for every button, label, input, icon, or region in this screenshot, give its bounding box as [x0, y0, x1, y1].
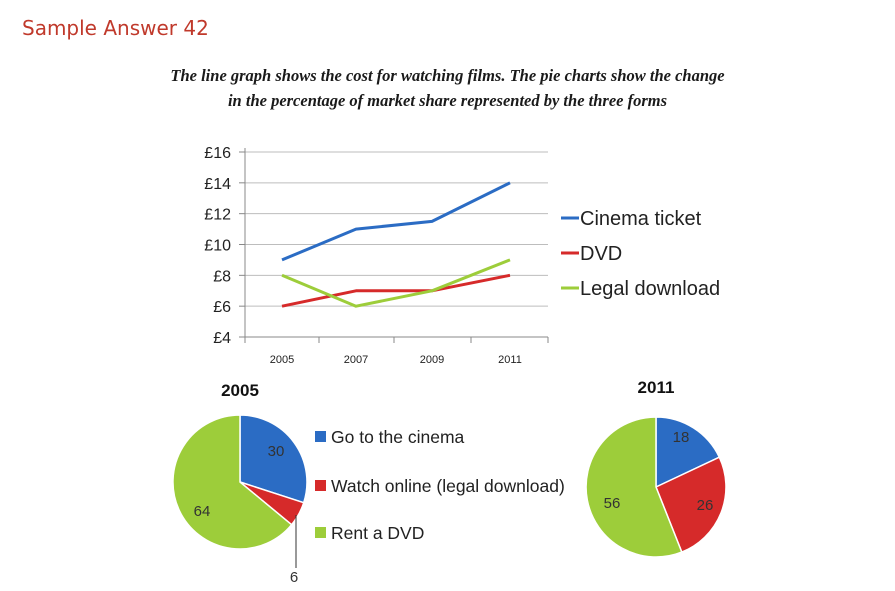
- y-tick-label: £16: [204, 145, 231, 162]
- pie-title: 2011: [638, 378, 675, 397]
- x-tick-label: 2011: [498, 354, 522, 366]
- subtitle-line-1: The line graph shows the cost for watchi…: [170, 66, 725, 85]
- y-tick-label: £12: [204, 207, 231, 224]
- pie-chart-2005: 2005 30 6 64: [172, 381, 308, 586]
- y-tick-label: £14: [204, 176, 231, 193]
- legend-label: Cinema ticket: [580, 208, 702, 230]
- pie-chart-2011: 2011 18 26 56: [585, 378, 727, 558]
- pie-slice-label: 64: [194, 503, 211, 520]
- pie-legend-label: Watch online (legal download): [331, 476, 565, 496]
- pie-title: 2005: [221, 381, 259, 400]
- y-tick-label: £8: [213, 268, 231, 285]
- y-tick-label: £4: [213, 330, 231, 347]
- pie-slice-label: 18: [673, 429, 690, 446]
- pie-legend-label: Go to the cinema: [331, 427, 465, 447]
- subtitle-line-2: in the percentage of market share repres…: [227, 91, 668, 110]
- pie-legend: Go to the cinema Watch online (legal down…: [315, 427, 565, 543]
- pie-slice-watch-online-legal-download: [655, 456, 727, 554]
- pie-legend-swatch: [315, 431, 326, 442]
- series-line-cinema-ticket: [281, 181, 511, 262]
- pie-legend-swatch: [315, 527, 326, 538]
- series-line-dvd: [281, 273, 511, 308]
- pie-slice-rent-a-dvd: [585, 416, 683, 558]
- pie-slice-label: 30: [268, 443, 285, 460]
- pie-slice-label: 26: [697, 497, 714, 514]
- pie-slice-rent-a-dvd: [172, 414, 293, 550]
- x-tick-label: 2005: [270, 354, 294, 366]
- page-heading: Sample Answer 42: [22, 16, 209, 40]
- series-line-legal-download: [281, 258, 511, 308]
- pie-slice-go-to-the-cinema: [655, 416, 721, 489]
- x-tick-label: 2009: [420, 354, 444, 366]
- line-chart: £4 £6 £8 £10 £12 £14 £16 2005 2007 2009 2011 Cine…: [204, 145, 720, 366]
- legend-label: Legal download: [580, 278, 720, 300]
- pie-slice-go-to-the-cinema: [239, 414, 308, 504]
- y-tick-label: £10: [204, 238, 231, 255]
- legend-label: DVD: [580, 243, 622, 265]
- pie-slice-label: 56: [604, 495, 621, 512]
- pie-legend-label: Rent a DVD: [331, 523, 424, 543]
- y-tick-label: £6: [213, 299, 231, 316]
- x-tick-label: 2007: [344, 354, 368, 366]
- pie-legend-swatch: [315, 480, 326, 491]
- pie-slice-label: 6: [290, 569, 298, 586]
